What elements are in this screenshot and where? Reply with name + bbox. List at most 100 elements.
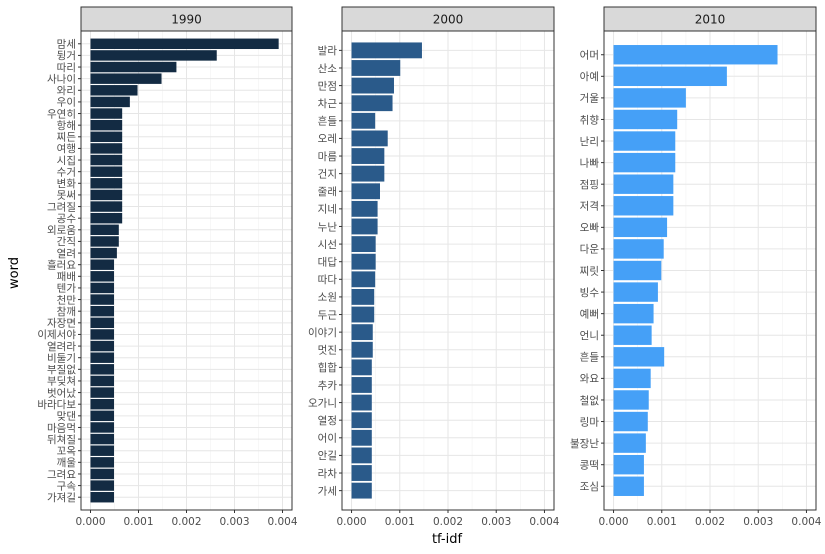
category-label: 점핑 — [580, 179, 599, 191]
bar — [90, 445, 115, 456]
bar — [613, 368, 651, 389]
bar — [90, 375, 115, 387]
category-label: 오빠 — [580, 222, 600, 234]
category-label: 두근 — [318, 309, 338, 321]
category-label: 시선 — [318, 239, 337, 251]
bar — [351, 306, 375, 323]
bar — [613, 411, 648, 432]
category-label: 우연히 — [47, 108, 76, 120]
x-tick-label: 0.004 — [791, 516, 821, 528]
category-label: 오레 — [318, 133, 337, 145]
x-tick-label: 0.001 — [123, 516, 153, 528]
category-label: 텐가 — [57, 283, 77, 295]
bar — [613, 66, 727, 87]
bar — [613, 303, 654, 324]
category-label: 사나이 — [47, 73, 76, 85]
bar — [351, 130, 388, 147]
category-label: 만점 — [318, 80, 337, 92]
facet-strip — [603, 6, 817, 32]
category-label: 지네 — [318, 204, 337, 216]
bar — [351, 42, 422, 59]
category-label: 비둘기 — [47, 352, 76, 364]
bar — [90, 201, 123, 212]
category-label: 뒹거 — [57, 49, 76, 62]
facet-strip-label: 1990 — [171, 13, 202, 27]
category-label: 예뻐 — [580, 307, 599, 320]
facet-1990: 1990 맘세뒹거따리사나이와리우이우연히항해찌든여행시집수거변화못써그려질공수외… — [37, 6, 298, 528]
category-label: 어머 — [580, 50, 599, 62]
category-label: 패배 — [57, 271, 76, 283]
bar — [351, 482, 372, 499]
category-label: 우이 — [57, 97, 76, 109]
category-label: 흔들 — [580, 351, 600, 364]
category-label: 이제서야 — [37, 328, 76, 341]
bar — [90, 85, 138, 96]
bar — [90, 166, 123, 177]
bar — [613, 433, 646, 453]
category-label: 안길 — [318, 449, 337, 462]
category-label: 맞댄 — [57, 411, 76, 423]
category-label: 찌든 — [57, 132, 77, 144]
bar — [90, 340, 115, 352]
bar — [90, 236, 119, 247]
bar — [90, 352, 115, 363]
bar — [90, 50, 217, 61]
bar — [90, 294, 115, 305]
category-label: 외로움 — [47, 225, 76, 237]
category-label: 맘세 — [57, 39, 76, 51]
category-label: 건지 — [318, 168, 337, 180]
bar — [351, 359, 372, 376]
bar — [351, 200, 378, 217]
category-label: 변화 — [57, 178, 77, 190]
bar — [90, 119, 123, 131]
bar — [90, 491, 115, 503]
category-label: 수거 — [57, 166, 76, 178]
category-label: 소원 — [318, 292, 337, 304]
category-label: 와요 — [580, 373, 600, 385]
category-label: 구속 — [57, 480, 77, 492]
y-axis-title: word — [7, 257, 22, 289]
category-label: 그려질 — [47, 201, 76, 213]
category-label: 오가니 — [308, 397, 337, 409]
category-label: 가져길 — [47, 491, 76, 504]
category-label: 열정 — [318, 415, 337, 427]
category-label: 뒤쳐질 — [47, 434, 76, 446]
bar — [613, 454, 644, 475]
category-label: 누난 — [318, 221, 338, 233]
bar — [90, 422, 115, 433]
bar — [90, 38, 279, 50]
facet-2000: 2000 발라산소만점차근흔들오레마름건지줄래지네누난시선대답따다소원두근이야기멋… — [308, 6, 560, 528]
category-label: 취향 — [580, 114, 600, 126]
bar — [90, 398, 115, 410]
bar — [90, 224, 119, 236]
bar — [613, 260, 662, 281]
bar — [613, 325, 652, 345]
category-label: 철없 — [580, 394, 600, 407]
category-label: 어이 — [318, 433, 337, 445]
bar — [90, 108, 123, 119]
category-label: 아예 — [580, 70, 599, 83]
category-label: 그려요 — [47, 469, 76, 481]
category-label: 못써 — [57, 190, 76, 202]
x-tick-label: 0.003 — [743, 516, 773, 528]
bar — [351, 288, 375, 305]
bar — [351, 165, 385, 182]
x-tick-label: 0.002 — [433, 516, 463, 528]
x-tick-label: 0.000 — [599, 516, 629, 528]
x-tick-label: 0.004 — [529, 516, 559, 528]
bar — [351, 253, 376, 270]
category-label: 공수 — [57, 213, 77, 225]
bar — [90, 178, 123, 189]
category-label: 차근 — [318, 98, 338, 110]
bar — [90, 317, 115, 329]
category-label: 시집 — [57, 155, 76, 167]
category-label: 불장난 — [570, 438, 599, 450]
bar — [613, 152, 676, 173]
bar — [613, 476, 644, 496]
bar — [351, 341, 373, 358]
category-label: 저격 — [580, 200, 599, 213]
facet-strip-label: 2000 — [433, 13, 464, 27]
bar — [351, 112, 376, 129]
category-label: 힙합 — [318, 362, 338, 374]
